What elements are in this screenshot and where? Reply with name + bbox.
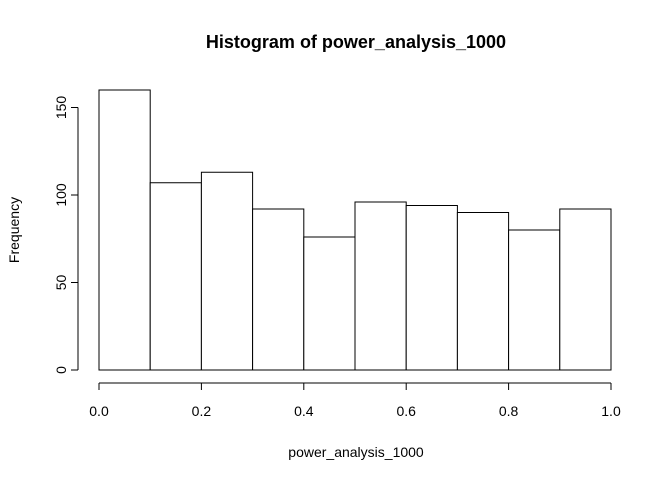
histogram-bar-5 (354, 201, 407, 371)
x-tick-label-0: 0.0 (89, 403, 109, 419)
histogram-bar-2 (200, 171, 254, 371)
x-tick-label-2: 0.4 (294, 403, 314, 419)
y-tick-label-1: 50 (53, 275, 69, 291)
histogram-bar-1 (149, 182, 202, 371)
y-tick-label-2: 100 (53, 183, 69, 207)
bars-group (98, 89, 612, 371)
histogram-bar-7 (456, 212, 510, 371)
histogram-bar-6 (405, 205, 458, 371)
x-tick-label-5: 1.0 (601, 403, 621, 419)
y-tick-label-0: 0 (53, 366, 69, 374)
x-tick-label-3: 0.6 (396, 403, 416, 419)
histogram-bar-0 (98, 89, 151, 371)
histogram-bar-9 (559, 208, 612, 371)
y-axis-label: Frequency (6, 197, 22, 263)
x-axis-label: power_analysis_1000 (288, 444, 424, 460)
x-axis: 0.0 0.2 0.4 0.6 0.8 1.0 (89, 382, 621, 419)
histogram-bar-8 (508, 229, 561, 371)
x-tick-label-4: 0.8 (499, 403, 519, 419)
histogram-bar-4 (303, 236, 356, 371)
y-axis: 0 50 100 150 (53, 96, 79, 374)
histogram-bar-3 (252, 208, 305, 371)
x-tick-label-1: 0.2 (192, 403, 212, 419)
y-tick-label-3: 150 (53, 96, 69, 120)
chart-title: Histogram of power_analysis_1000 (206, 32, 506, 52)
